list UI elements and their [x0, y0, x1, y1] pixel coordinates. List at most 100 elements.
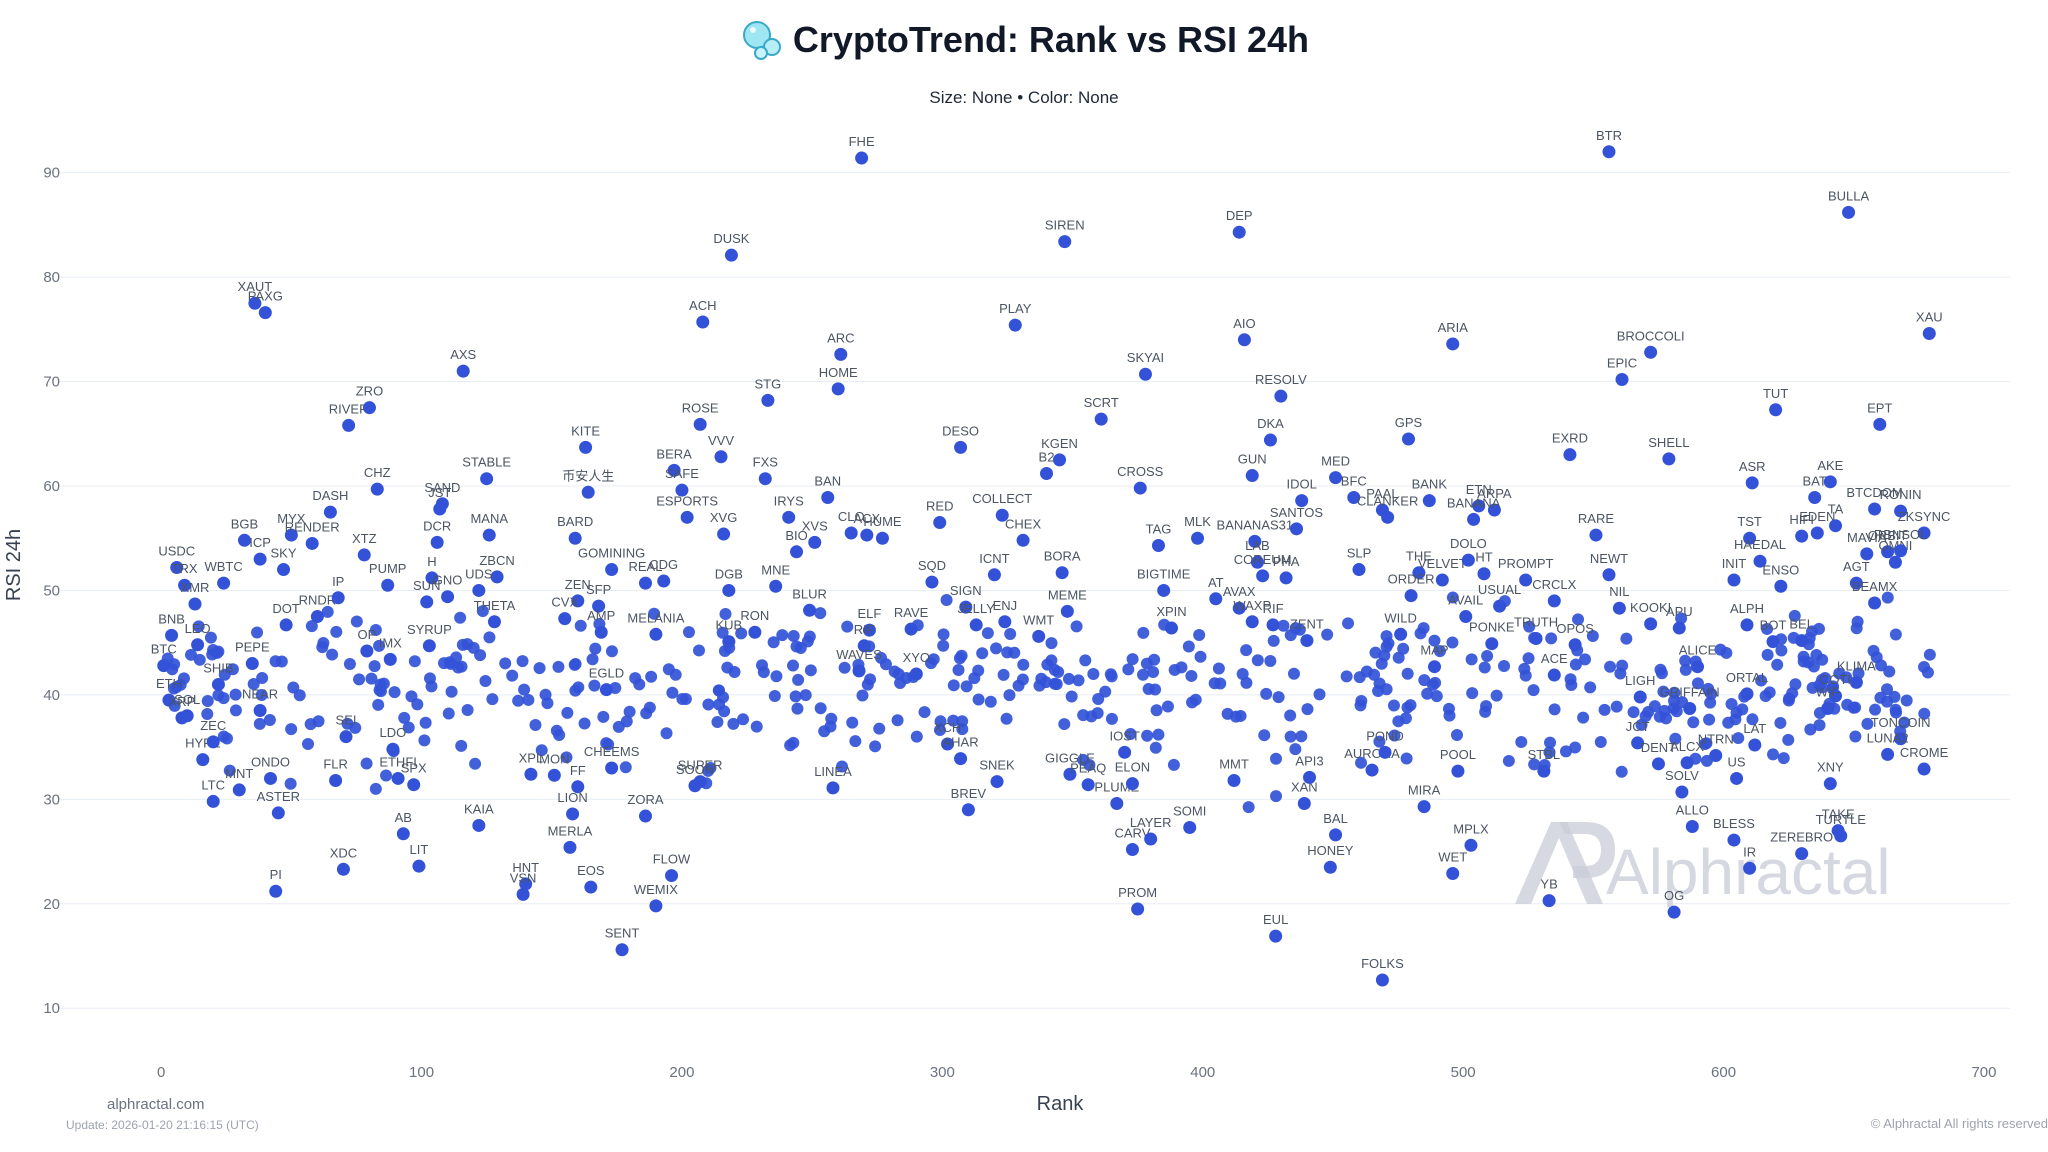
scatter-point[interactable]: [864, 673, 877, 686]
scatter-point[interactable]: [803, 603, 817, 617]
scatter-point[interactable]: [1687, 716, 1700, 729]
scatter-point[interactable]: [569, 684, 582, 697]
scatter-point[interactable]: [450, 651, 463, 664]
scatter-point[interactable]: [407, 778, 421, 792]
scatter-point[interactable]: [904, 622, 918, 636]
scatter-point[interactable]: [1045, 654, 1058, 667]
scatter-point[interactable]: [1813, 719, 1826, 732]
scatter-point[interactable]: [1401, 667, 1414, 680]
scatter-point[interactable]: [1774, 579, 1788, 593]
scatter-point[interactable]: [1277, 619, 1290, 632]
scatter-point[interactable]: [1881, 683, 1894, 696]
scatter-point[interactable]: [1094, 412, 1108, 426]
scatter-point[interactable]: [1240, 644, 1253, 657]
scatter-point[interactable]: [1519, 669, 1532, 682]
scatter-point[interactable]: [339, 730, 353, 744]
scatter-point[interactable]: [1490, 689, 1503, 702]
scatter-point[interactable]: [1182, 640, 1195, 653]
scatter-point[interactable]: [1284, 629, 1297, 642]
scatter-point[interactable]: [665, 869, 679, 883]
scatter-point[interactable]: [482, 528, 496, 542]
scatter-point[interactable]: [1616, 659, 1629, 672]
scatter-point[interactable]: [894, 677, 907, 690]
scatter-point[interactable]: [571, 780, 585, 794]
scatter-point[interactable]: [343, 657, 356, 670]
scatter-point[interactable]: [425, 571, 439, 585]
scatter-point[interactable]: [1421, 687, 1434, 700]
scatter-point[interactable]: [1894, 544, 1908, 558]
scatter-point[interactable]: [758, 472, 772, 486]
scatter-point[interactable]: [1568, 638, 1582, 652]
scatter-point[interactable]: [206, 794, 220, 808]
scatter-point[interactable]: [422, 639, 436, 653]
scatter-point[interactable]: [1769, 403, 1783, 417]
scatter-point[interactable]: [1881, 591, 1894, 604]
scatter-point[interactable]: [1873, 417, 1887, 431]
scatter-point[interactable]: [581, 485, 595, 499]
scatter-point[interactable]: [1675, 785, 1689, 799]
scatter-point[interactable]: [722, 635, 736, 649]
scatter-point[interactable]: [1709, 748, 1723, 762]
scatter-point[interactable]: [284, 528, 298, 542]
scatter-point[interactable]: [388, 686, 401, 699]
scatter-point[interactable]: [1052, 666, 1065, 679]
scatter-point[interactable]: [682, 626, 695, 639]
scatter-point[interactable]: [605, 563, 619, 577]
scatter-point[interactable]: [1467, 512, 1481, 526]
scatter-point[interactable]: [1110, 797, 1124, 811]
scatter-point[interactable]: [1753, 554, 1767, 568]
scatter-point[interactable]: [1446, 337, 1460, 351]
scatter-point[interactable]: [1579, 653, 1592, 666]
scatter-point[interactable]: [1746, 713, 1759, 726]
scatter-point[interactable]: [1821, 701, 1835, 715]
scatter-point[interactable]: [1321, 628, 1334, 641]
scatter-point[interactable]: [1287, 667, 1300, 680]
scatter-point[interactable]: [550, 724, 563, 737]
scatter-point[interactable]: [251, 626, 264, 639]
scatter-point[interactable]: [799, 689, 812, 702]
scatter-point[interactable]: [1827, 680, 1840, 693]
scatter-point[interactable]: [1615, 765, 1628, 778]
scatter-point[interactable]: [1834, 829, 1848, 843]
scatter-point[interactable]: [1260, 687, 1273, 700]
scatter-point[interactable]: [940, 593, 953, 606]
scatter-point[interactable]: [648, 607, 661, 620]
scatter-point[interactable]: [1563, 448, 1577, 462]
scatter-point[interactable]: [1829, 519, 1843, 533]
scatter-point[interactable]: [1604, 660, 1617, 673]
scatter-point[interactable]: [712, 684, 725, 697]
scatter-point[interactable]: [1529, 631, 1543, 645]
scatter-point[interactable]: [1394, 627, 1408, 641]
scatter-point[interactable]: [1477, 567, 1491, 581]
scatter-point[interactable]: [1720, 646, 1733, 659]
scatter-point[interactable]: [454, 611, 467, 624]
scatter-point[interactable]: [855, 151, 869, 165]
scatter-point[interactable]: [954, 752, 968, 766]
scatter-point[interactable]: [1644, 345, 1658, 359]
scatter-point[interactable]: [997, 668, 1010, 681]
scatter-point[interactable]: [1775, 644, 1788, 657]
scatter-point[interactable]: [563, 840, 577, 854]
scatter-point[interactable]: [360, 644, 374, 658]
scatter-point[interactable]: [1680, 756, 1694, 770]
scatter-point[interactable]: [629, 672, 642, 685]
scatter-point[interactable]: [933, 516, 947, 530]
scatter-point[interactable]: [1487, 503, 1501, 517]
scatter-point[interactable]: [269, 884, 283, 898]
scatter-point[interactable]: [1669, 732, 1682, 745]
scatter-point[interactable]: [675, 483, 689, 497]
scatter-point[interactable]: [533, 662, 546, 675]
scatter-point[interactable]: [1270, 752, 1283, 765]
scatter-point[interactable]: [1515, 735, 1528, 748]
scatter-point[interactable]: [1053, 453, 1067, 467]
footer-site[interactable]: alphractal.com: [107, 1096, 205, 1113]
scatter-point[interactable]: [1802, 656, 1815, 669]
scatter-point[interactable]: [1289, 522, 1303, 536]
scatter-point[interactable]: [1633, 690, 1647, 704]
scatter-point[interactable]: [1569, 741, 1582, 754]
scatter-point[interactable]: [1870, 651, 1883, 664]
scatter-point[interactable]: [1740, 618, 1754, 632]
scatter-point[interactable]: [1375, 973, 1389, 987]
scatter-point[interactable]: [1141, 729, 1154, 742]
scatter-point[interactable]: [1017, 658, 1030, 671]
